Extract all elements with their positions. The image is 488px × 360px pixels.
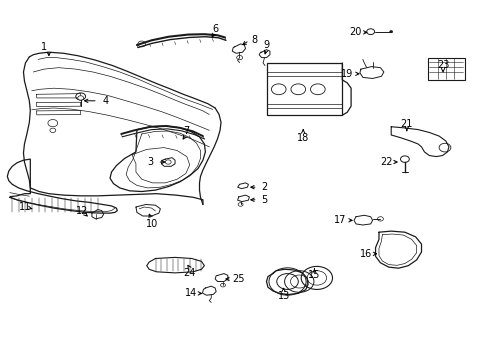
Text: 4: 4: [102, 96, 108, 106]
Text: 23: 23: [436, 60, 448, 70]
Text: 7: 7: [183, 126, 188, 136]
Text: 3: 3: [147, 157, 153, 167]
Text: 19: 19: [340, 69, 353, 79]
Text: 10: 10: [145, 219, 158, 229]
Text: 20: 20: [348, 27, 361, 37]
Text: 2: 2: [261, 182, 266, 192]
Text: 6: 6: [212, 24, 218, 34]
Text: 24: 24: [183, 268, 196, 278]
FancyBboxPatch shape: [266, 63, 342, 115]
Circle shape: [78, 96, 83, 100]
Text: 11: 11: [19, 202, 32, 212]
Text: 1: 1: [41, 42, 47, 52]
Text: 5: 5: [261, 195, 266, 205]
Text: 18: 18: [296, 132, 309, 143]
Circle shape: [389, 31, 392, 33]
Text: 9: 9: [263, 40, 269, 50]
Text: 13: 13: [277, 291, 289, 301]
Text: 8: 8: [251, 35, 257, 45]
Text: 17: 17: [333, 215, 346, 225]
Text: 21: 21: [400, 119, 412, 129]
Text: 15: 15: [307, 270, 320, 280]
Text: 14: 14: [184, 288, 197, 298]
Text: 12: 12: [76, 206, 88, 216]
Text: 22: 22: [379, 157, 392, 167]
FancyBboxPatch shape: [427, 58, 464, 80]
Text: 16: 16: [359, 249, 371, 259]
Text: 25: 25: [232, 274, 244, 284]
